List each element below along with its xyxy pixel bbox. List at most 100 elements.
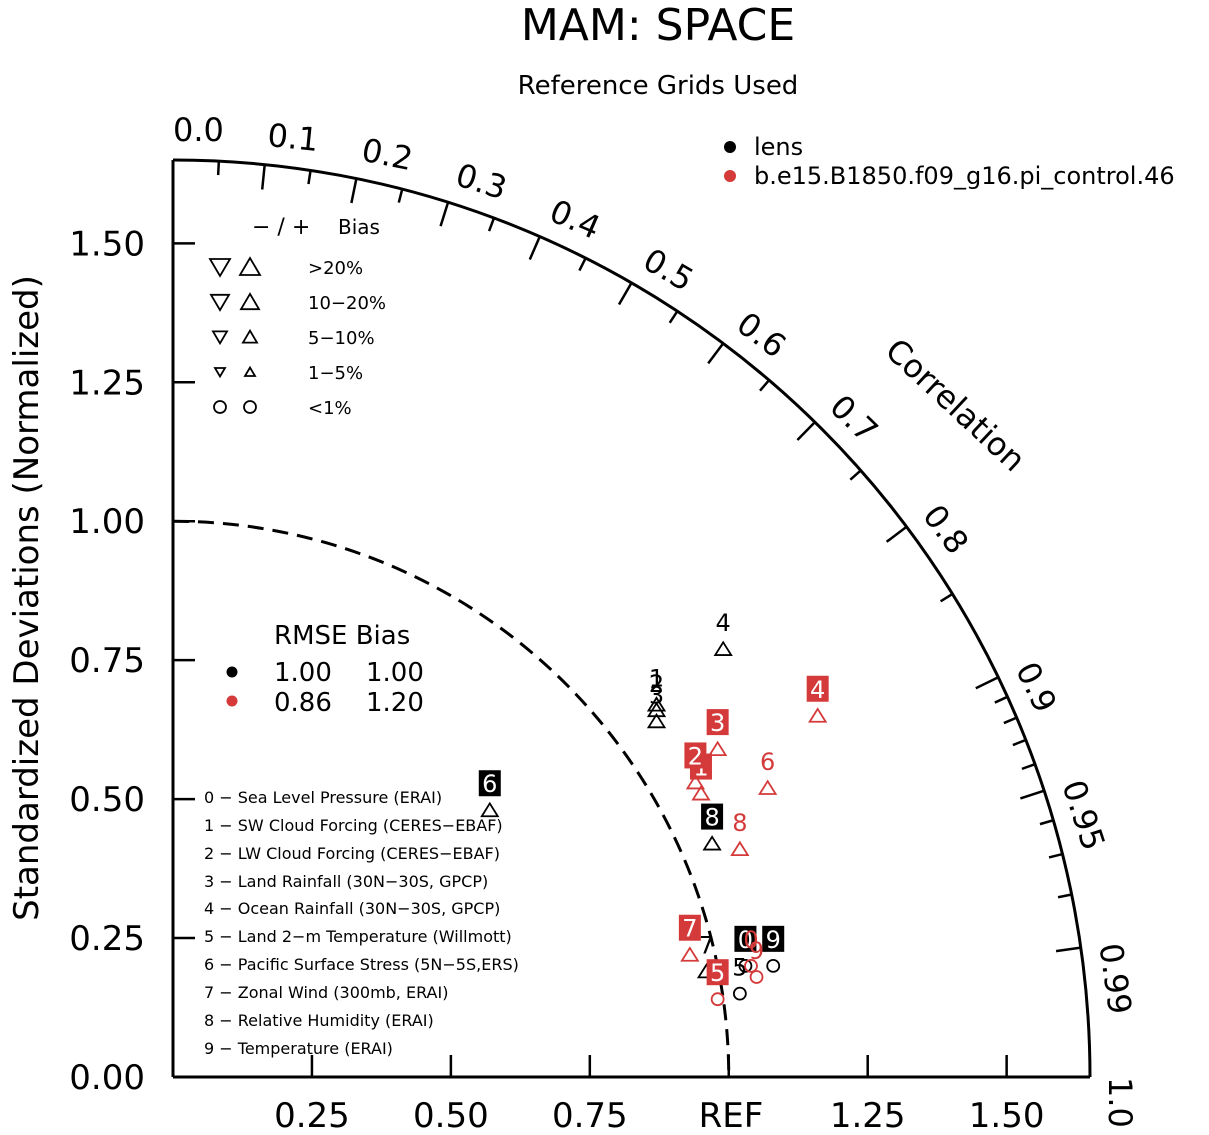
rmse-row-lens-bias: 1.00 — [366, 658, 424, 688]
corr-minor-tick — [1012, 738, 1027, 747]
data-point: 6 — [758, 748, 778, 795]
bias-circle-icon — [243, 400, 257, 414]
corr-minor-tick — [1039, 819, 1054, 826]
bias-legend: − / + Bias >20% 10−20% 5−10% 1−5% <1% — [208, 215, 386, 419]
series-legend: lens b.e15.B1850.f09_g16.pi_control.46 — [724, 133, 1175, 190]
data-point: 6 — [478, 770, 501, 818]
data-point: 5 — [706, 959, 729, 1007]
data-point: 8 — [730, 809, 750, 857]
bias-down-triangle-icon — [209, 293, 231, 312]
rmse-legend-header: RMSE Bias — [274, 621, 410, 651]
data-point: 3 — [706, 709, 729, 757]
corr-minor-tick — [216, 161, 221, 176]
y-tick-label: 1.25 — [69, 363, 145, 403]
corr-minor-tick — [994, 695, 1008, 704]
x-tick-label: 1.50 — [969, 1096, 1045, 1135]
y-tick-label: 1.00 — [69, 502, 145, 542]
corr-tick-label: 0.95 — [1054, 775, 1112, 855]
x-tick-label: 0.25 — [274, 1096, 350, 1135]
variable-item-5: 5 − Land 2−m Temperature (Willmott) — [204, 927, 512, 946]
corr-tick-label: 1.0 — [1101, 1077, 1139, 1128]
data-point: 5 — [732, 954, 748, 1001]
corr-tick — [350, 178, 358, 204]
variable-item-6: 6 − Pacific Surface Stress (5N−5S,ERS) — [204, 955, 519, 974]
chart-subtitle: Reference Grids Used — [518, 71, 799, 101]
y-tick-label: 0.50 — [69, 780, 145, 820]
variable-item-8: 8 − Relative Humidity (ERAI) — [204, 1011, 434, 1030]
point-label: 5 — [710, 959, 725, 987]
data-point: 1 — [646, 665, 667, 712]
point-marker — [738, 958, 753, 973]
bias-legend-row-label: 10−20% — [308, 293, 386, 314]
bias-up-triangle-icon — [243, 365, 257, 377]
rmse-row-pi-bias: 1.20 — [366, 688, 424, 718]
point-label: 9 — [766, 926, 781, 954]
variable-item-2: 2 − LW Cloud Forcing (CERES−EBAF) — [204, 844, 500, 863]
correlation-arc — [172, 158, 1092, 1078]
point-marker — [691, 785, 711, 801]
data-point: 4 — [806, 675, 829, 723]
rmse-row-pi-dot — [226, 695, 238, 707]
corr-tick — [617, 282, 633, 306]
point-label-box — [806, 675, 829, 702]
bias-legend-row-label: 5−10% — [308, 328, 375, 349]
data-point: 7 — [678, 914, 701, 962]
point-marker — [758, 779, 778, 795]
y-tick-label: 1.50 — [69, 224, 145, 264]
point-marker — [710, 992, 725, 1007]
point-marker — [685, 773, 706, 790]
bias-legend-row-label: 1−5% — [308, 363, 363, 384]
data-point: 9 — [762, 925, 785, 973]
corr-tick — [528, 236, 541, 260]
corr-minor-tick — [1021, 762, 1036, 771]
data-points: 01234567890123456789 — [478, 609, 829, 1007]
y-tick-label: 0.25 — [69, 919, 145, 959]
variable-item-3: 3 − Land Rainfall (30N−30S, GPCP) — [204, 872, 488, 891]
point-label: 5 — [732, 954, 747, 982]
corr-tick-label: 0.3 — [451, 156, 511, 208]
bias-legend-row-label: <1% — [308, 398, 352, 419]
point-label: 3 — [649, 681, 664, 709]
point-label: 1 — [649, 665, 664, 693]
rmse-row-pi-rmse: 0.86 — [274, 688, 332, 718]
point-label: 4 — [716, 609, 731, 637]
axes-frame: 0.000.250.500.751.001.251.500.25 0.50 0.75… — [69, 111, 1139, 1135]
point-marker — [732, 986, 747, 1001]
corr-minor-tick — [397, 188, 404, 203]
chart-title: MAM: SPACE — [521, 0, 795, 51]
point-label-box — [762, 925, 785, 952]
data-point: 0 — [743, 926, 759, 973]
bias-circle-icon — [213, 400, 227, 414]
ref-label: REF — [699, 1096, 764, 1135]
corr-minor-tick — [939, 592, 954, 603]
y-axis-label: Standardized Deviations (Normalized) — [7, 275, 47, 921]
y-tick-label: 0.00 — [69, 1058, 145, 1098]
point-label: 3 — [710, 709, 725, 737]
corr-tick — [885, 525, 908, 543]
point-label: 9 — [749, 937, 764, 965]
point-label: 6 — [482, 770, 497, 798]
corr-minor-tick — [849, 469, 862, 481]
x-tick-label: 1.25 — [830, 1096, 906, 1135]
corr-tick-label: 0.1 — [266, 116, 320, 159]
point-label: 0 — [743, 926, 758, 954]
data-point: 0 — [734, 925, 757, 973]
corr-tick — [707, 342, 725, 365]
rmse-row-lens-dot — [226, 666, 238, 678]
bias-down-triangle-icon — [208, 258, 232, 278]
data-point: 3 — [646, 681, 667, 729]
x-tick-label: 0.75 — [552, 1096, 628, 1135]
point-marker — [749, 970, 764, 984]
rmse-row-lens-rmse: 1.00 — [274, 658, 332, 688]
point-marker — [766, 958, 781, 973]
point-label: 0 — [738, 926, 753, 954]
point-label-box — [684, 742, 707, 769]
corr-tick — [1055, 946, 1082, 953]
corr-tick — [260, 164, 266, 190]
corr-tick — [796, 421, 816, 441]
legend-lens-dot — [724, 141, 736, 153]
point-label-box — [734, 925, 757, 952]
legend-pi-dot — [724, 170, 736, 182]
y-tick-label: 0.75 — [69, 641, 145, 681]
corr-tick-label: 0.0 — [173, 111, 224, 149]
